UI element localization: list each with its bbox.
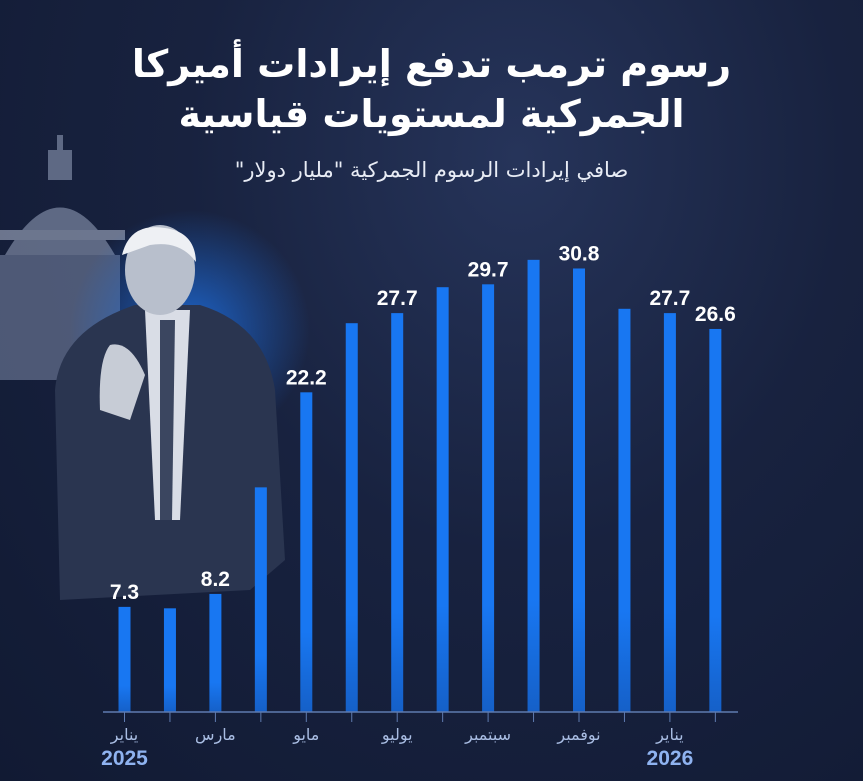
x-tick-label: يناير xyxy=(655,725,683,745)
bar-2025-06 xyxy=(345,323,358,712)
bar-2025-11 xyxy=(573,268,585,712)
x-tick-label: مايو xyxy=(292,725,319,745)
bar-2025-08 xyxy=(436,287,449,712)
data-label-2025-07: 27.7 xyxy=(377,287,418,310)
bar-2025-10 xyxy=(527,259,540,712)
bar-2025-04 xyxy=(254,487,267,712)
chart-title-line-2: الجمركية لمستويات قياسية xyxy=(178,92,685,136)
trump-photo-silhouette xyxy=(55,225,285,600)
bar-2025-02 xyxy=(163,608,176,712)
data-label-2026-02: 26.6 xyxy=(695,303,736,326)
bar-2025-07 xyxy=(391,313,404,712)
bar-2025-05 xyxy=(300,392,313,712)
bar-2026-01 xyxy=(663,313,676,712)
data-label-2025-09: 29.7 xyxy=(468,258,509,281)
year-label-2026: 2026 xyxy=(647,747,694,770)
chart-subtitle: صافي إيرادات الرسوم الجمركية "مليار دولا… xyxy=(234,158,629,182)
x-tick-label: سبتمبر xyxy=(464,725,511,745)
data-label-2025-01: 7.3 xyxy=(110,581,139,604)
x-tick-label: نوفمبر xyxy=(556,725,600,745)
bar-2026-02 xyxy=(709,328,722,712)
data-label-2025-03: 8.2 xyxy=(201,568,230,591)
bar-2025-03 xyxy=(209,593,222,712)
x-tick-label: يناير xyxy=(110,725,138,745)
bar-2025-12 xyxy=(618,308,631,712)
year-label-2025: 2025 xyxy=(101,747,148,770)
x-tick-label: مارس xyxy=(195,725,236,745)
x-tick-label: يوليو xyxy=(381,725,413,745)
bar-2025-09 xyxy=(482,284,495,712)
bar-2025-01 xyxy=(118,606,131,712)
data-label-2025-11: 30.8 xyxy=(559,242,600,265)
data-label-2026-01: 27.7 xyxy=(649,287,690,310)
data-label-2025-05: 22.2 xyxy=(286,366,327,389)
chart-title-line-1: رسوم ترمب تدفع إيرادات أميركا xyxy=(131,42,732,86)
